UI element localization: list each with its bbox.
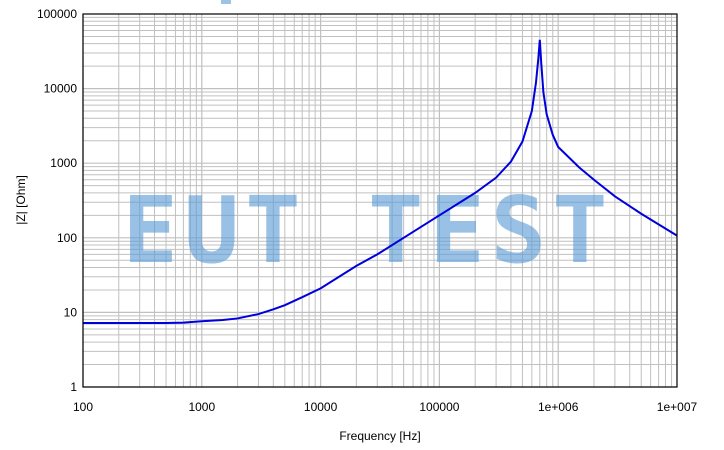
y-tick-label: 1000	[50, 156, 77, 170]
y-tick-label: 100	[57, 231, 77, 245]
y-tick-label: 10000	[44, 82, 78, 96]
y-tick-labels: 1 10 100 1000 10000 100000	[37, 7, 77, 394]
x-tick-label: 1e+006	[538, 400, 579, 414]
x-tick-label: 10000	[304, 400, 338, 414]
x-tick-label: 1000	[188, 400, 215, 414]
plot-frame	[82, 13, 678, 388]
y-axis-title: |Z| [Ohm]	[14, 175, 28, 225]
series-line	[83, 39, 678, 325]
grid-lines	[82, 14, 677, 388]
y-tick-label: 100000	[37, 7, 77, 21]
plot-area	[83, 14, 677, 387]
y-tick-label: 10	[64, 305, 78, 319]
x-tick-label: 100	[73, 400, 93, 414]
legend-swatch	[221, 0, 231, 4]
y-tick-label: 1	[70, 380, 77, 394]
x-axis-title: Frequency [Hz]	[339, 429, 420, 443]
watermark-text: EUT TEST	[122, 177, 613, 284]
x-tick-label: 1e+007	[657, 400, 698, 414]
x-tick-label: 100000	[419, 400, 459, 414]
x-tick-labels: 100 1000 10000 100000 1e+006 1e+007	[73, 400, 698, 414]
